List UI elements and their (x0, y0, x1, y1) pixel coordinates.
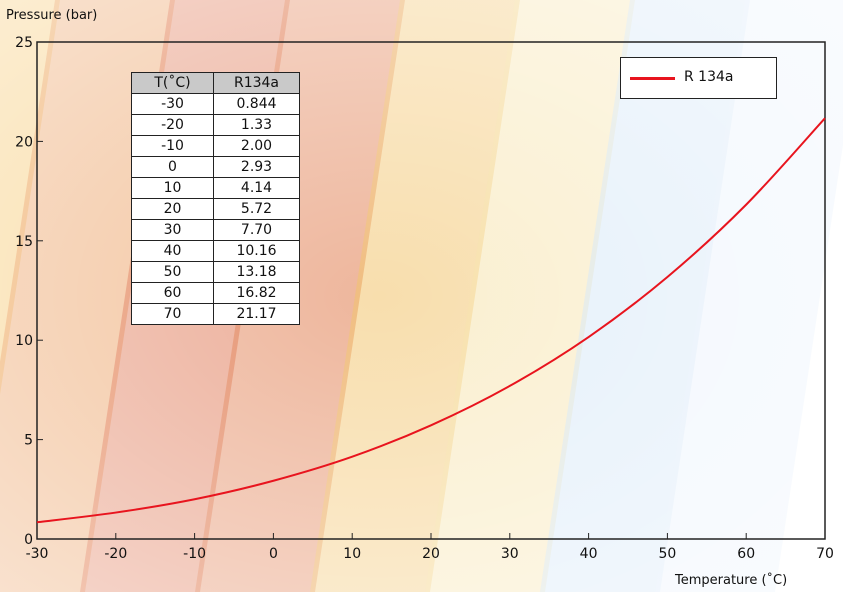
legend-swatch-r134a (630, 77, 675, 80)
table-cell-temperature: 40 (131, 240, 214, 262)
y-tick-label: 5 (24, 433, 33, 449)
x-tick-label: -10 (183, 546, 206, 562)
table-cell-temperature: 0 (131, 156, 214, 178)
table-cell-pressure: 1.33 (213, 114, 300, 136)
table-row: -10 2.00 (131, 135, 300, 157)
table-row: 40 10.16 (131, 240, 300, 262)
x-tick-label: -20 (104, 546, 127, 562)
series-point (36, 521, 38, 523)
y-tick-label: 10 (15, 333, 33, 349)
x-tick-label: 70 (816, 546, 834, 562)
series-line-r134a (36, 117, 826, 524)
table-cell-pressure: 5.72 (213, 198, 300, 220)
table-cell-pressure: 2.93 (213, 156, 300, 178)
table-row: -30 0.844 (131, 93, 300, 115)
series-point (351, 456, 353, 458)
table-row: 0 2.93 (131, 156, 300, 178)
table-row: -20 1.33 (131, 114, 300, 136)
x-tick-label: 20 (422, 546, 440, 562)
saturation-pressure-table: T(˚C) R134a -30 0.844 -20 1.33 -10 2.00 0 2.93 1… (131, 72, 300, 325)
table-cell-pressure: 13.18 (213, 261, 300, 283)
table-cell-temperature: 50 (131, 261, 214, 283)
y-tick-label: 25 (15, 35, 33, 51)
series-point (588, 336, 590, 338)
table-cell-temperature: 20 (131, 198, 214, 220)
x-tick-label: 10 (343, 546, 361, 562)
table-cell-pressure: 7.70 (213, 219, 300, 241)
x-tick-label: 30 (501, 546, 519, 562)
table-row: 30 7.70 (131, 219, 300, 241)
table-cell-temperature: -30 (131, 93, 214, 115)
series-point (430, 424, 432, 426)
table-cell-pressure: 0.844 (213, 93, 300, 115)
x-tick-label: -30 (26, 546, 49, 562)
table-cell-temperature: -10 (131, 135, 214, 157)
table-cell-pressure: 10.16 (213, 240, 300, 262)
table-row: 70 21.17 (131, 303, 300, 325)
table-cell-pressure: 16.82 (213, 282, 300, 304)
series-point (115, 512, 117, 514)
x-tick-label: 60 (737, 546, 755, 562)
y-axis-ticks: 0 5 10 15 20 25 (15, 35, 43, 548)
y-axis-title: Pressure (bar) (6, 8, 97, 23)
x-tick-label: 40 (580, 546, 598, 562)
legend-label-r134a: R 134a (684, 69, 734, 85)
table-cell-pressure: 4.14 (213, 177, 300, 199)
x-tick-label: 0 (269, 546, 278, 562)
y-tick-label: 0 (24, 532, 33, 548)
table-row: 10 4.14 (131, 177, 300, 199)
table-cell-temperature: -20 (131, 114, 214, 136)
y-tick-label: 15 (15, 234, 33, 250)
y-tick-label: 20 (15, 134, 33, 150)
table-header-r134a: R134a (213, 72, 300, 94)
table-row: 20 5.72 (131, 198, 300, 220)
series-point (194, 498, 196, 500)
x-tick-label: 50 (658, 546, 676, 562)
series-point (509, 385, 511, 387)
x-axis-title: Temperature (˚C) (674, 572, 787, 588)
table-row: 60 16.82 (131, 282, 300, 304)
x-axis-ticks: -30 -20 -10 0 10 20 30 40 50 60 70 (26, 533, 834, 562)
table-header-temperature: T(˚C) (131, 72, 214, 94)
table-cell-temperature: 10 (131, 177, 214, 199)
table-cell-pressure: 21.17 (213, 303, 300, 325)
table-cell-pressure: 2.00 (213, 135, 300, 157)
series-point (824, 117, 826, 119)
table-cell-temperature: 60 (131, 282, 214, 304)
table-cell-temperature: 30 (131, 219, 214, 241)
legend: R 134a (620, 57, 777, 99)
table-header-row: T(˚C) R134a (131, 72, 300, 94)
table-cell-temperature: 70 (131, 303, 214, 325)
series-point (272, 480, 274, 482)
series-point (666, 276, 668, 278)
series-point (745, 204, 747, 206)
table-row: 50 13.18 (131, 261, 300, 283)
